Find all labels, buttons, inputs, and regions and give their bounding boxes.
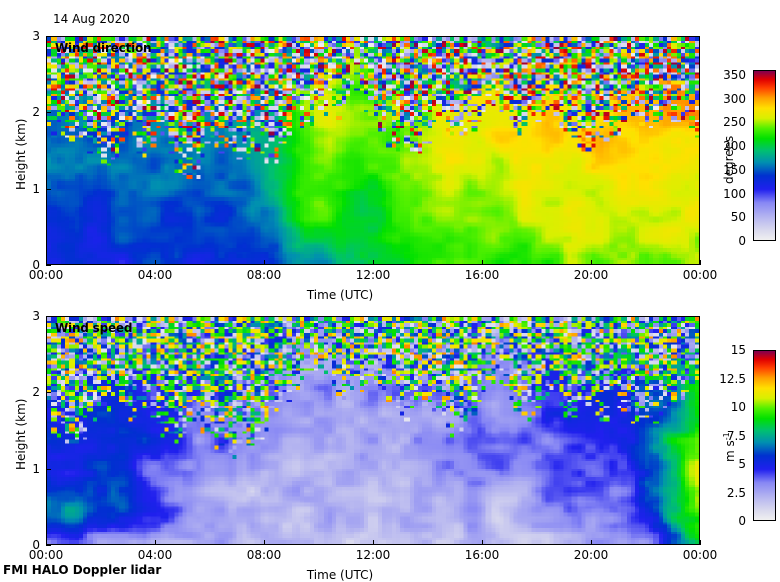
xticklabel-wind-speed-3: 12:00	[355, 548, 391, 562]
colorbar-ticklabel-wind-direction-4: 200	[723, 139, 746, 153]
xtick-wind-speed-5	[591, 540, 592, 545]
yticklabel-wind-speed-2: 2	[32, 385, 40, 399]
ylabel-wind-direction: Height (km)	[14, 118, 28, 190]
colorbar-ticklabel-wind-speed-6: 15	[730, 343, 746, 357]
colorbar-ticklabel-wind-speed-1: 2.5	[726, 486, 746, 500]
colorbar-title-exponent-wind-speed: -1	[722, 432, 731, 441]
xtick-wind-speed-3	[373, 540, 374, 545]
colorbar-ticklabel-wind-speed-0: 0	[738, 514, 746, 528]
colorbar-ticklabel-wind-speed-5: 12.5	[719, 372, 746, 386]
xtick-wind-speed-4	[482, 540, 483, 545]
xtick-wind-direction-0	[46, 260, 47, 265]
xtick-wind-direction-2	[264, 260, 265, 265]
panel-label-wind-speed: Wind speed	[55, 321, 133, 335]
xlabel-wind-speed: Time (UTC)	[306, 568, 374, 582]
colorbar-title-text-wind-direction: degrees	[722, 135, 736, 184]
xtick-wind-direction-4	[482, 260, 483, 265]
xticklabel-wind-direction-2: 08:00	[246, 268, 282, 282]
ytick-wind-direction-2	[46, 112, 51, 113]
ytick-wind-direction-0	[46, 265, 51, 266]
colorbar-gradient-wind-direction	[754, 71, 775, 240]
colorbar-ticklabel-wind-speed-4: 10	[730, 400, 746, 414]
xticklabel-wind-speed-6: 00:00	[682, 548, 718, 562]
xticklabel-wind-speed-0: 00:00	[28, 548, 64, 562]
xtick-wind-speed-0	[46, 540, 47, 545]
xtick-wind-direction-1	[155, 260, 156, 265]
colorbar-ticklabel-wind-speed-3: 7.5	[726, 429, 746, 443]
xlabel-wind-direction: Time (UTC)	[306, 288, 374, 302]
ytick-wind-direction-1	[46, 189, 51, 190]
xticklabel-wind-speed-5: 20:00	[573, 548, 609, 562]
xtick-wind-direction-6	[700, 260, 701, 265]
colorbar-title-wind-direction: degrees	[722, 136, 736, 184]
ylabel-wind-speed: Height (km)	[14, 398, 28, 470]
ytick-wind-speed-1	[46, 469, 51, 470]
yticklabel-wind-direction-3: 3	[32, 29, 40, 43]
ytick-wind-speed-3	[46, 316, 51, 317]
yticklabel-wind-speed-0: 0	[32, 538, 40, 552]
xticklabel-wind-direction-5: 20:00	[573, 268, 609, 282]
xtick-wind-speed-1	[155, 540, 156, 545]
colorbar-title-wind-speed: m s-1	[722, 432, 737, 462]
yticklabel-wind-direction-2: 2	[32, 105, 40, 119]
colorbar-ticklabel-wind-direction-2: 100	[723, 187, 746, 201]
ytick-wind-speed-2	[46, 392, 51, 393]
yticklabel-wind-speed-1: 1	[32, 462, 40, 476]
xticklabel-wind-direction-0: 00:00	[28, 268, 64, 282]
colorbar-ticklabel-wind-direction-0: 0	[738, 234, 746, 248]
ytick-wind-direction-3	[46, 36, 51, 37]
xticklabel-wind-direction-1: 04:00	[137, 268, 173, 282]
colorbar-ticklabel-wind-speed-2: 5	[738, 457, 746, 471]
xticklabel-wind-direction-4: 16:00	[464, 268, 500, 282]
colorbar-wind-speed[interactable]	[753, 350, 776, 521]
yticklabel-wind-speed-3: 3	[32, 309, 40, 323]
xticklabel-wind-direction-6: 00:00	[682, 268, 718, 282]
footer-credit: FMI HALO Doppler lidar	[3, 563, 162, 577]
xtick-wind-speed-2	[264, 540, 265, 545]
colorbar-wind-direction[interactable]	[753, 70, 776, 241]
panel-label-wind-direction: Wind direction	[55, 41, 152, 55]
xtick-wind-speed-6	[700, 540, 701, 545]
colorbar-ticklabel-wind-direction-5: 250	[723, 115, 746, 129]
xticklabel-wind-speed-4: 16:00	[464, 548, 500, 562]
xtick-wind-direction-5	[591, 260, 592, 265]
plot-area-wind-speed[interactable]	[46, 316, 700, 545]
colorbar-gradient-wind-speed	[754, 351, 775, 520]
colorbar-title-text-wind-speed: m s	[723, 440, 737, 462]
colorbar-ticklabel-wind-direction-7: 350	[723, 68, 746, 82]
xticklabel-wind-speed-2: 08:00	[246, 548, 282, 562]
figure-date: 14 Aug 2020	[53, 12, 130, 26]
colorbar-ticklabel-wind-direction-3: 150	[723, 163, 746, 177]
xticklabel-wind-direction-3: 12:00	[355, 268, 391, 282]
colorbar-ticklabel-wind-direction-6: 300	[723, 92, 746, 106]
plot-area-wind-direction[interactable]	[46, 36, 700, 265]
yticklabel-wind-direction-0: 0	[32, 258, 40, 272]
xtick-wind-direction-3	[373, 260, 374, 265]
yticklabel-wind-direction-1: 1	[32, 182, 40, 196]
ytick-wind-speed-0	[46, 545, 51, 546]
xticklabel-wind-speed-1: 04:00	[137, 548, 173, 562]
colorbar-ticklabel-wind-direction-1: 50	[730, 210, 746, 224]
